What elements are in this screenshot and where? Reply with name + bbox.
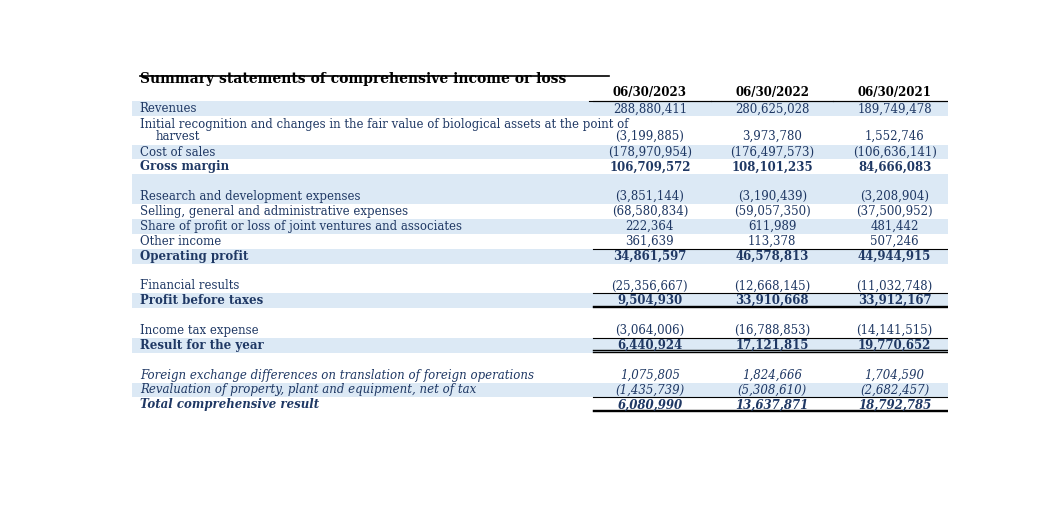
Bar <box>132 116 948 145</box>
Text: Research and development expenses: Research and development expenses <box>140 190 360 203</box>
Text: 189,749,478: 189,749,478 <box>857 102 932 115</box>
Text: (25,356,667): (25,356,667) <box>612 279 689 293</box>
Text: 1,075,805: 1,075,805 <box>620 369 680 382</box>
Text: 361,639: 361,639 <box>625 235 674 248</box>
Bar <box>132 323 948 338</box>
Text: (3,199,885): (3,199,885) <box>615 130 684 143</box>
Text: 280,625,028: 280,625,028 <box>735 102 810 115</box>
Bar <box>132 338 948 353</box>
Text: 108,101,235: 108,101,235 <box>732 160 813 174</box>
Text: (1,435,739): (1,435,739) <box>615 384 684 397</box>
Text: Total comprehensive result: Total comprehensive result <box>140 398 319 411</box>
Bar <box>132 145 948 160</box>
Bar <box>132 160 948 174</box>
Text: Selling, general and administrative expenses: Selling, general and administrative expe… <box>140 205 408 218</box>
Text: (3,190,439): (3,190,439) <box>738 190 807 203</box>
Bar <box>132 234 948 249</box>
Bar <box>132 189 948 204</box>
Text: Result for the year: Result for the year <box>140 339 263 352</box>
Bar <box>132 308 948 323</box>
Text: (37,500,952): (37,500,952) <box>856 205 933 218</box>
Text: 18,792,785: 18,792,785 <box>858 398 931 411</box>
Text: 1,824,666: 1,824,666 <box>742 369 802 382</box>
Text: 06/30/2021: 06/30/2021 <box>858 87 932 99</box>
Text: 19,770,652: 19,770,652 <box>858 339 931 352</box>
Text: Income tax expense: Income tax expense <box>140 324 258 337</box>
Text: 13,637,871: 13,637,871 <box>736 398 809 411</box>
Text: 288,880,411: 288,880,411 <box>613 102 687 115</box>
Text: (3,208,904): (3,208,904) <box>860 190 929 203</box>
Text: 1,552,746: 1,552,746 <box>865 130 925 143</box>
Text: (16,788,853): (16,788,853) <box>734 324 811 337</box>
Text: Profit before taxes: Profit before taxes <box>140 294 263 307</box>
Text: (12,668,145): (12,668,145) <box>734 279 811 293</box>
Text: Operating profit: Operating profit <box>140 250 249 263</box>
Text: 17,121,815: 17,121,815 <box>736 339 809 352</box>
Bar <box>132 279 948 293</box>
Text: 222,364: 222,364 <box>625 220 674 233</box>
Text: Gross margin: Gross margin <box>140 160 229 174</box>
Bar <box>132 368 948 383</box>
Text: (5,308,610): (5,308,610) <box>737 384 807 397</box>
Text: 33,910,668: 33,910,668 <box>735 294 809 307</box>
Text: Financial results: Financial results <box>140 279 239 293</box>
Text: 06/30/2022: 06/30/2022 <box>735 87 810 99</box>
Text: (68,580,834): (68,580,834) <box>612 205 688 218</box>
Text: (2,682,457): (2,682,457) <box>860 384 930 397</box>
Bar <box>132 249 948 264</box>
Bar <box>132 264 948 279</box>
Text: 46,578,813: 46,578,813 <box>736 250 809 263</box>
Text: 113,378: 113,378 <box>748 235 796 248</box>
Bar <box>132 219 948 234</box>
Bar <box>132 398 948 412</box>
Bar <box>132 204 948 219</box>
Text: 06/30/2023: 06/30/2023 <box>613 87 687 99</box>
Text: 1,704,590: 1,704,590 <box>865 369 925 382</box>
Bar <box>132 353 948 368</box>
Text: 507,246: 507,246 <box>871 235 919 248</box>
Bar <box>132 174 948 189</box>
Text: 106,709,572: 106,709,572 <box>609 160 691 174</box>
Text: (106,636,141): (106,636,141) <box>853 146 936 159</box>
Text: 611,989: 611,989 <box>748 220 796 233</box>
Text: Initial recognition and changes in the fair value of biological assets at the po: Initial recognition and changes in the f… <box>140 118 629 131</box>
Text: 3,973,780: 3,973,780 <box>742 130 802 143</box>
Text: (176,497,573): (176,497,573) <box>730 146 814 159</box>
Text: 44,944,915: 44,944,915 <box>858 250 931 263</box>
Text: (14,141,515): (14,141,515) <box>856 324 933 337</box>
Text: (3,064,006): (3,064,006) <box>615 324 684 337</box>
Text: 481,442: 481,442 <box>871 220 919 233</box>
Text: (178,970,954): (178,970,954) <box>608 146 692 159</box>
Text: Other income: Other income <box>140 235 221 248</box>
Text: (59,057,350): (59,057,350) <box>734 205 811 218</box>
Bar <box>132 293 948 308</box>
Bar <box>132 101 948 116</box>
Text: 33,912,167: 33,912,167 <box>858 294 932 307</box>
Text: Share of profit or loss of joint ventures and associates: Share of profit or loss of joint venture… <box>140 220 462 233</box>
Text: Cost of sales: Cost of sales <box>140 146 215 159</box>
Text: 9,504,930: 9,504,930 <box>617 294 682 307</box>
Text: (11,032,748): (11,032,748) <box>856 279 933 293</box>
Text: 6,440,924: 6,440,924 <box>617 339 682 352</box>
Bar <box>132 383 948 398</box>
Text: (3,851,144): (3,851,144) <box>615 190 684 203</box>
Text: Foreign exchange differences on translation of foreign operations: Foreign exchange differences on translat… <box>140 369 534 382</box>
Text: 6,080,990: 6,080,990 <box>617 398 682 411</box>
Text: 34,861,597: 34,861,597 <box>613 250 687 263</box>
Text: Summary statements of comprehensive income or loss: Summary statements of comprehensive inco… <box>140 72 567 85</box>
Text: Revenues: Revenues <box>140 102 197 115</box>
Text: 84,666,083: 84,666,083 <box>858 160 931 174</box>
Text: Revaluation of property, plant and equipment, net of tax: Revaluation of property, plant and equip… <box>140 384 476 397</box>
Text: harvest: harvest <box>156 130 200 143</box>
